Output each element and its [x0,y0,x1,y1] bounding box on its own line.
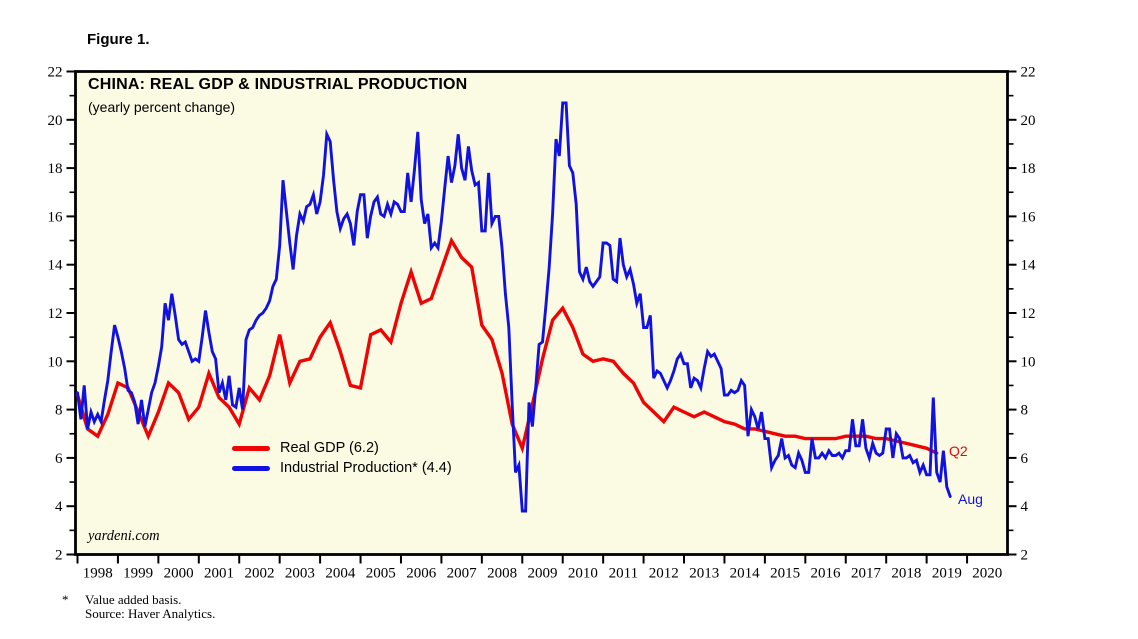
svg-text:2002: 2002 [244,566,274,582]
svg-text:2014: 2014 [730,566,761,582]
svg-text:2: 2 [1021,548,1029,564]
svg-text:2005: 2005 [366,566,396,582]
svg-text:2016: 2016 [811,566,842,582]
svg-text:22: 22 [48,65,63,81]
chart-subtitle: (yearly percent change) [88,99,236,115]
footnote-value-added: Value added basis. [85,592,182,607]
svg-text:2012: 2012 [649,566,679,582]
chart-title: CHINA: REAL GDP & INDUSTRIAL PRODUCTION [88,76,468,93]
svg-text:4: 4 [55,499,63,515]
real-gdp-line-swatch [232,445,270,451]
svg-text:8: 8 [1021,403,1029,419]
svg-text:16: 16 [48,209,64,225]
svg-text:2015: 2015 [770,566,800,582]
svg-text:12: 12 [48,306,63,322]
svg-text:2018: 2018 [891,566,921,582]
svg-text:2000: 2000 [164,566,194,582]
svg-text:18: 18 [1021,161,1036,177]
plot-area [74,70,1009,556]
svg-text:16: 16 [1021,209,1037,225]
legend-label-industrial-production: Industrial Production* (4.4) [280,460,452,476]
svg-text:6: 6 [55,451,63,467]
svg-text:18: 18 [48,161,63,177]
svg-text:12: 12 [1021,306,1036,322]
svg-text:14: 14 [1021,258,1037,274]
annotation-aug: Aug [958,491,983,507]
legend: Real GDP (6.2) Industrial Production* (4… [232,440,452,476]
svg-text:2007: 2007 [447,566,478,582]
legend-row-gdp: Real GDP (6.2) [232,440,452,456]
svg-text:2008: 2008 [487,566,517,582]
svg-text:2001: 2001 [204,566,234,582]
svg-text:1998: 1998 [83,566,113,582]
svg-text:1999: 1999 [123,566,153,582]
svg-text:2009: 2009 [528,566,558,582]
watermark-yardeni: yardeni.com [88,528,160,544]
industrial-production-line-swatch [232,465,270,471]
svg-text:20: 20 [1021,113,1036,129]
annotation-q2: Q2 [949,443,968,459]
svg-text:10: 10 [48,354,63,370]
svg-text:2017: 2017 [851,566,882,582]
svg-text:2013: 2013 [689,566,719,582]
svg-text:2: 2 [55,548,63,564]
svg-text:14: 14 [48,258,64,274]
svg-text:8: 8 [55,403,63,419]
svg-text:4: 4 [1021,499,1029,515]
svg-text:2004: 2004 [325,566,356,582]
footnote-source: Source: Haver Analytics. [85,606,216,621]
svg-text:22: 22 [1021,65,1036,81]
footnote-asterisk: * [62,592,69,607]
svg-text:2019: 2019 [932,566,962,582]
industrial-production-line [76,101,952,513]
svg-text:2003: 2003 [285,566,315,582]
axes: 1998 1999 2000 2001 2002 2003 2004 2005 2006 2007… [48,65,1037,582]
svg-text:10: 10 [1021,354,1036,370]
data-series [75,101,952,513]
real-gdp-line [75,236,939,455]
legend-row-ip: Industrial Production* (4.4) [232,460,452,476]
svg-text:6: 6 [1021,451,1029,467]
svg-text:2011: 2011 [609,566,638,582]
svg-text:2010: 2010 [568,566,598,582]
figure-label: Figure 1. [87,31,150,48]
legend-label-real-gdp: Real GDP (6.2) [280,440,379,456]
svg-text:2006: 2006 [406,566,437,582]
svg-text:2020: 2020 [972,566,1002,582]
svg-text:20: 20 [48,113,63,129]
